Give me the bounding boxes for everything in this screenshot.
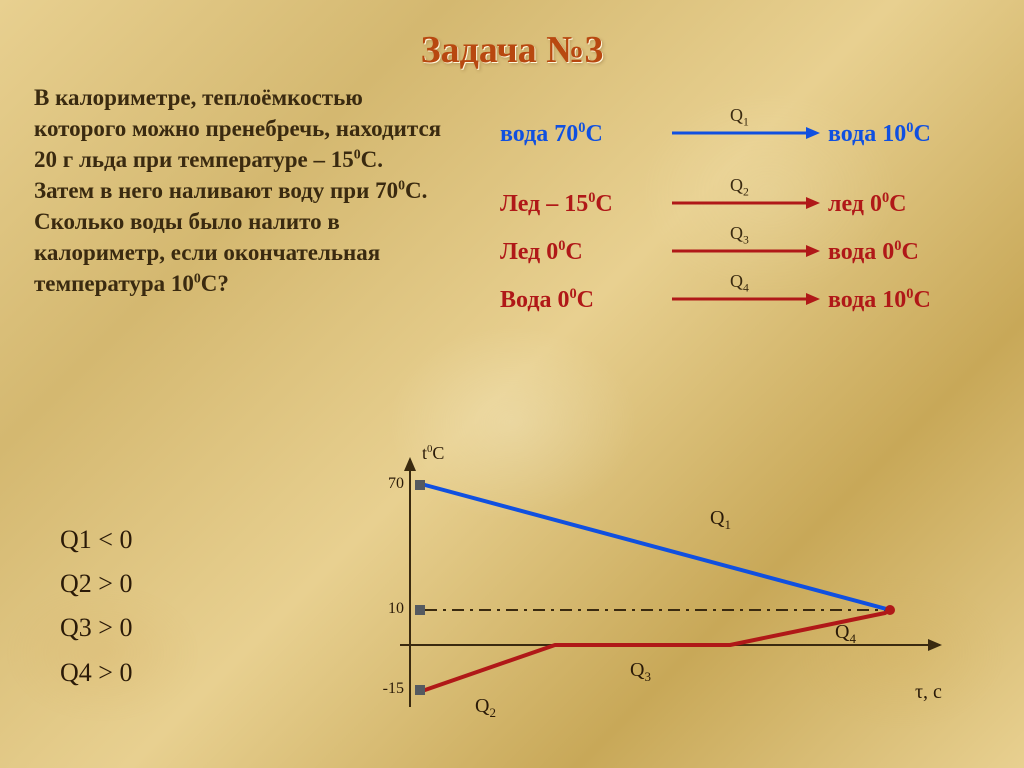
process-row: Вода 00СQ4 вода 100С — [500, 276, 1000, 324]
process-from: Лед 00С — [500, 238, 670, 266]
process-arrow: Q4 — [670, 285, 820, 315]
chart-annotation: Q2 — [475, 695, 496, 721]
process-row: Лед 00СQ3 вода 00С — [500, 228, 1000, 276]
process-from: вода 700С — [500, 120, 670, 148]
y-axis-label: t0C — [422, 443, 444, 464]
process-arrow: Q2 — [670, 189, 820, 219]
y-tick-label: 10 — [370, 600, 404, 618]
chart-svg — [330, 445, 970, 745]
process-from: Вода 00С — [500, 286, 670, 314]
x-axis-label: τ, с — [915, 681, 942, 704]
process-to: вода 00С — [828, 238, 978, 266]
process-to: вода 100С — [828, 120, 978, 148]
y-tick-marker — [415, 605, 425, 615]
y-tick-marker — [415, 685, 425, 695]
chart-annotation: Q1 — [710, 507, 731, 533]
process-to: лед 00С — [828, 190, 978, 218]
q-sign-line: Q1 < 0 — [60, 518, 132, 562]
process-arrow: Q3 — [670, 237, 820, 267]
chart-annotation: Q4 — [835, 621, 856, 647]
process-diagram: вода 700СQ1вода 100СЛед – 150СQ2лед 00СЛ… — [500, 110, 1000, 324]
q-sign-line: Q4 > 0 — [60, 651, 132, 695]
y-tick-marker — [415, 480, 425, 490]
process-row: вода 700СQ1 вода 100С — [500, 110, 1000, 158]
process-row: Лед – 150СQ2 лед 00С — [500, 180, 1000, 228]
chart-annotation: Q3 — [630, 659, 651, 685]
q-sign-list: Q1 < 0Q2 > 0Q3 > 0Q4 > 0 — [60, 518, 132, 695]
slide-title: Задача №3 — [0, 0, 1024, 72]
process-from: Лед – 150С — [500, 190, 670, 218]
q-sign-line: Q2 > 0 — [60, 562, 132, 606]
y-tick-label: -15 — [370, 680, 404, 698]
q-sign-line: Q3 > 0 — [60, 606, 132, 650]
problem-statement: В калориметре, теплоёмкостью которого мо… — [34, 82, 444, 299]
y-tick-label: 70 — [370, 475, 404, 493]
process-arrow: Q1 — [670, 119, 820, 149]
process-to: вода 100С — [828, 286, 978, 314]
temperature-time-chart: t0C τ, с 70 10 -15 Q1 Q4 Q3 Q2 — [330, 445, 970, 745]
